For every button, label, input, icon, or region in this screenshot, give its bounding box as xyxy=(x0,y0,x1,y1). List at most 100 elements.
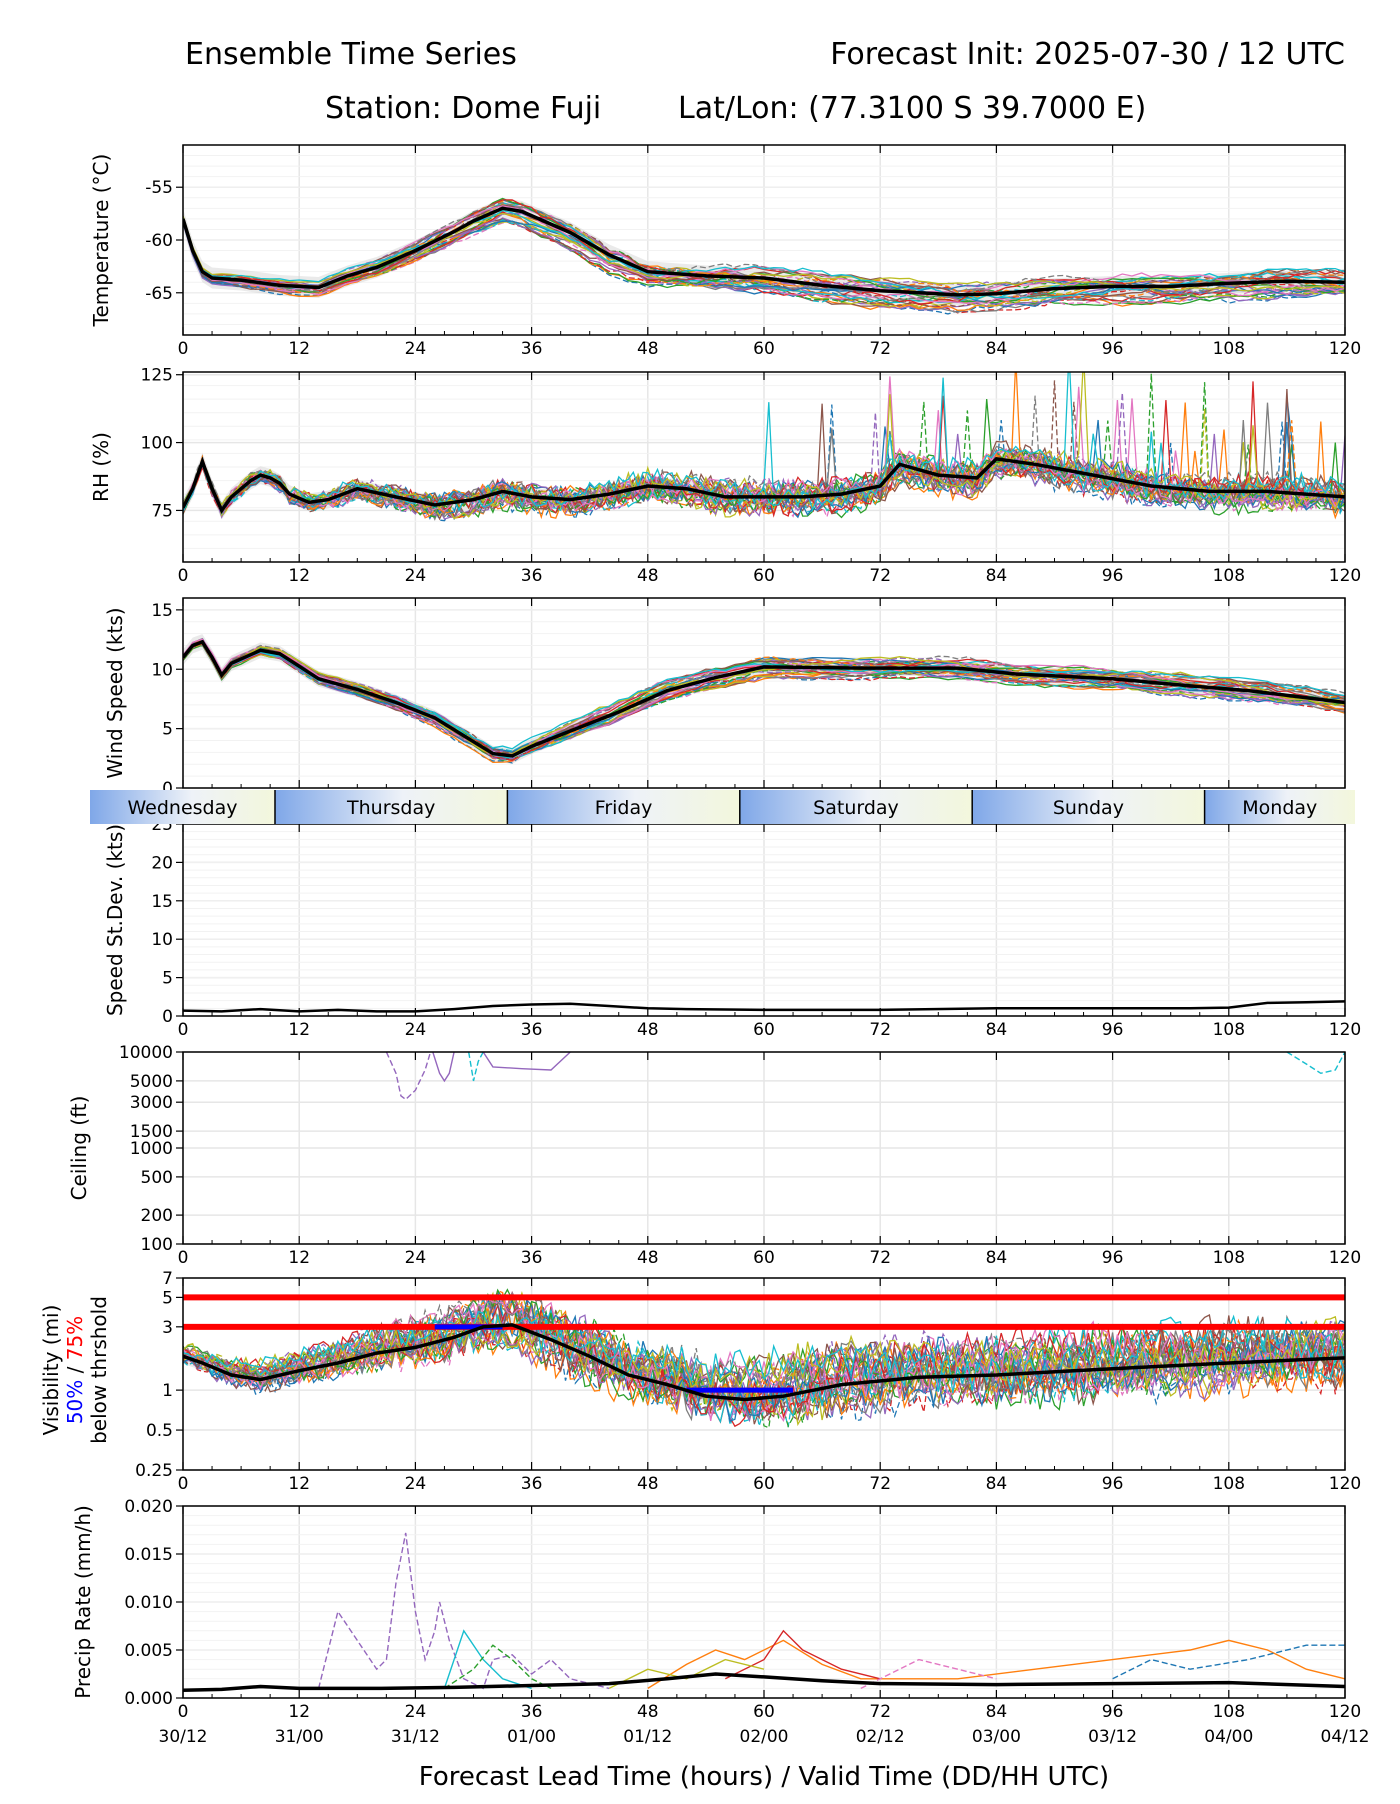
pct-sep: / xyxy=(63,1360,87,1379)
y-tick-label: 500 xyxy=(141,1168,173,1188)
valid-time-label: 04/12 xyxy=(1321,1727,1370,1747)
x-tick-label: 84 xyxy=(986,1248,1008,1268)
member-curve xyxy=(432,1052,455,1083)
valid-time-label: 03/00 xyxy=(972,1727,1021,1747)
x-tick-label: 60 xyxy=(753,1474,775,1494)
member-curve xyxy=(1286,1052,1345,1075)
day-label: Monday xyxy=(1242,797,1317,819)
day-segment xyxy=(1204,790,1355,824)
x-tick-label: 84 xyxy=(986,339,1008,359)
member-curve xyxy=(482,1052,571,1071)
visibility-label: Visibility (mi) 50% / 75% below thrshold xyxy=(39,1296,111,1444)
member-line xyxy=(183,641,1345,760)
y-tick-label: -55 xyxy=(145,178,173,198)
member-line xyxy=(183,1302,1345,1410)
x-tick-label: 96 xyxy=(1102,1020,1124,1040)
x-tick-label: 24 xyxy=(405,1474,427,1494)
x-tick-label: 72 xyxy=(869,566,891,586)
grid-1 xyxy=(182,371,1346,563)
y-tick-label: 15 xyxy=(151,892,173,912)
x-tick-label: 0 xyxy=(178,1474,189,1494)
x-tick-label: 60 xyxy=(753,1020,775,1040)
x-tick-label: 24 xyxy=(405,339,427,359)
day-segment xyxy=(739,790,973,824)
member-curve xyxy=(724,1629,881,1680)
day-label: Friday xyxy=(595,797,653,819)
plot-area-6 xyxy=(183,1532,1345,1693)
x-axis-label: Forecast Lead Time (hours) / Valid Time … xyxy=(419,1762,1109,1792)
figure-title: Ensemble Time Series xyxy=(185,37,517,72)
member-line xyxy=(183,202,1345,307)
plot-area-1 xyxy=(183,372,1345,522)
y-axis-label: Speed St.Dev. (kts) xyxy=(103,824,127,1016)
y-tick-label: 3000 xyxy=(130,1093,173,1113)
y-tick-label: 1000 xyxy=(130,1139,173,1159)
x-tick-label: 84 xyxy=(986,566,1008,586)
day-segment xyxy=(274,790,508,824)
x-tick-label: 84 xyxy=(986,1020,1008,1040)
x-tick-label: 96 xyxy=(1102,1474,1124,1494)
x-tick-label: 60 xyxy=(753,339,775,359)
y-axis-label: RH (%) xyxy=(89,432,113,502)
x-tick-label: 0 xyxy=(178,1702,189,1722)
y-tick-label: 125 xyxy=(141,366,173,386)
x-tick-label: 120 xyxy=(1329,1474,1361,1494)
x-tick-label: 48 xyxy=(637,339,659,359)
member-line xyxy=(183,638,1345,757)
x-tick-label: 24 xyxy=(405,566,427,586)
member-line xyxy=(183,1291,1345,1423)
x-tick-label: 108 xyxy=(1213,339,1245,359)
x-tick-label: 120 xyxy=(1329,339,1361,359)
y-tick-label: 7 xyxy=(162,1269,173,1289)
x-tick-label: 72 xyxy=(869,1702,891,1722)
valid-time-label: 30/12 xyxy=(159,1727,208,1747)
panel-5: 0 12 24 36 48 60 72 84 96 108 120 0.25 0.5 1 3 57 xyxy=(135,1269,1361,1494)
x-tick-label: 36 xyxy=(521,1248,543,1268)
x-tick-label: 72 xyxy=(869,1474,891,1494)
member-curve xyxy=(647,1639,1345,1689)
y-tick-label: 75 xyxy=(151,501,173,521)
x-tick-label: 120 xyxy=(1329,1702,1361,1722)
x-tick-label: 0 xyxy=(178,339,189,359)
x-tick-label: 12 xyxy=(288,1474,310,1494)
grid-3 xyxy=(182,823,1346,1017)
y-tick-label: 10000 xyxy=(119,1043,173,1063)
valid-time-label: 01/00 xyxy=(507,1727,556,1747)
y-tick-label: 3 xyxy=(162,1318,173,1338)
member-curve xyxy=(444,1644,552,1690)
x-tick-label: 84 xyxy=(986,1702,1008,1722)
plot-area-4 xyxy=(385,1052,1345,1101)
x-tick-label: 60 xyxy=(753,1248,775,1268)
y-tick-label: 0 xyxy=(162,1007,173,1027)
ensemble-mean-line xyxy=(183,1672,1345,1693)
x-tick-label: 108 xyxy=(1213,1702,1245,1722)
pct50-label: 50% xyxy=(63,1380,87,1424)
visibility-ylabel: Visibility (mi) xyxy=(39,1305,63,1436)
day-label: Wednesday xyxy=(127,797,237,819)
x-tick-label: 36 xyxy=(521,1020,543,1040)
x-tick-label: 12 xyxy=(288,1248,310,1268)
x-tick-label: 48 xyxy=(637,1474,659,1494)
member-line xyxy=(183,395,1345,516)
y-tick-label: 20 xyxy=(151,853,173,873)
x-tick-label: 96 xyxy=(1102,339,1124,359)
x-tick-label: 96 xyxy=(1102,1248,1124,1268)
panel-2: 0 5 10 15 Wind Speed (kts) xyxy=(103,597,1346,799)
x-tick-label: 60 xyxy=(753,566,775,586)
panel-6: 0 12 24 36 48 60 72 84 96 108 120 0.000 0.005 0.010 0.… xyxy=(71,1497,1361,1722)
x-tick-label: 24 xyxy=(405,1248,427,1268)
valid-time-label: 04/00 xyxy=(1204,1727,1253,1747)
panel-0: 0 12 24 36 48 60 72 84 96 108 120 -55 -60 -65 Temperat… xyxy=(89,144,1361,359)
x-tick-label: 48 xyxy=(637,1248,659,1268)
valid-time-label: 02/12 xyxy=(856,1727,905,1747)
x-tick-label: 0 xyxy=(178,1248,189,1268)
member-line xyxy=(183,1310,1345,1394)
x-tick-label: 96 xyxy=(1102,566,1124,586)
x-tick-label: 24 xyxy=(405,1702,427,1722)
x-tick-label: 120 xyxy=(1329,1020,1361,1040)
ensemble-mean-line xyxy=(183,639,1345,758)
member-curve xyxy=(317,1532,610,1690)
